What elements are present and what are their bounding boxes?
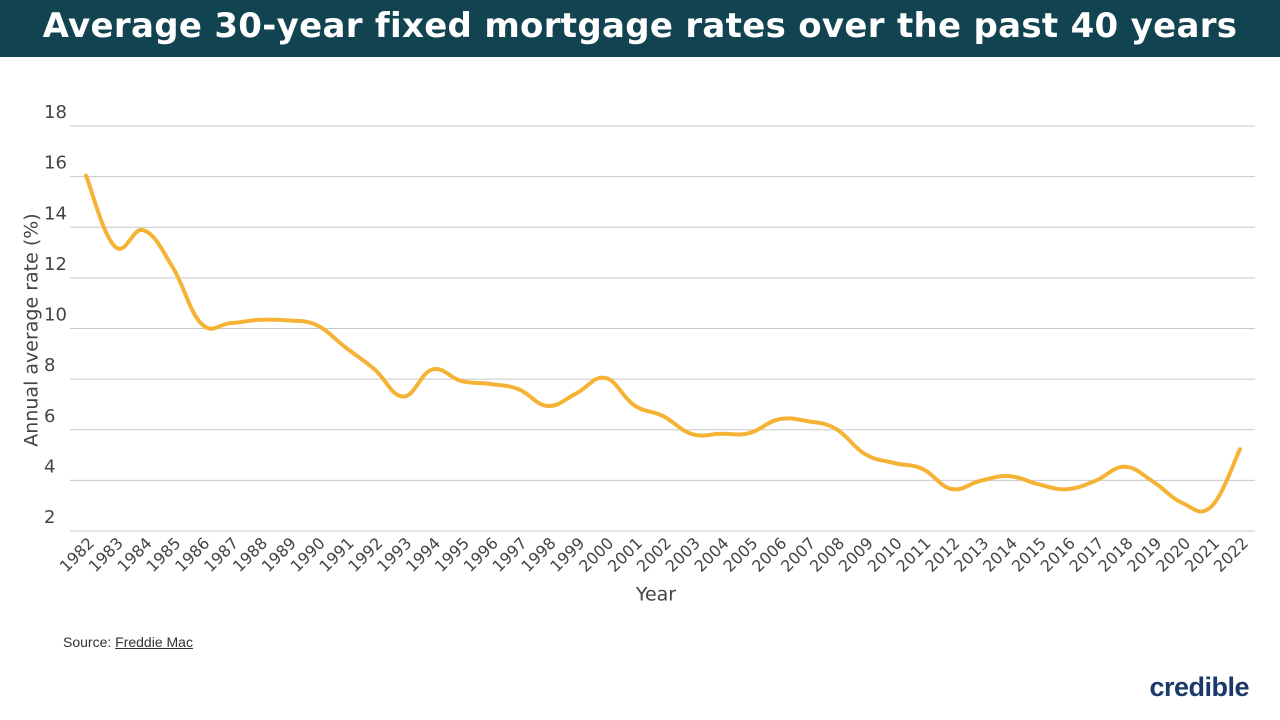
- chart: Annual average rate (%) Year 2 4 6 8 10 12 14 1…: [21, 102, 1255, 606]
- x-tick-label: 2022: [1210, 534, 1252, 576]
- logo: credible: [1149, 672, 1249, 702]
- data-line: [84, 173, 1242, 514]
- y-axis-title: Annual average rate (%): [21, 213, 43, 446]
- y-tick-label: 4: [44, 456, 55, 477]
- y-tick-label: 10: [44, 305, 67, 326]
- y-tick-label: 8: [44, 355, 55, 376]
- y-tick-label: 14: [44, 203, 67, 224]
- y-tick-label: 16: [44, 153, 67, 174]
- source: Source: Freddie Mac: [63, 634, 193, 650]
- x-axis-title: Year: [635, 584, 676, 606]
- y-tick-label: 2: [44, 507, 55, 528]
- source-link[interactable]: Freddie Mac: [115, 634, 193, 650]
- y-tick-label: 6: [44, 406, 55, 427]
- y-tick-label: 18: [44, 102, 67, 123]
- source-label: Source:: [63, 634, 112, 650]
- y-tick-label: 12: [44, 254, 67, 275]
- chart-title: Average 30-year fixed mortgage rates ove…: [0, 0, 1280, 57]
